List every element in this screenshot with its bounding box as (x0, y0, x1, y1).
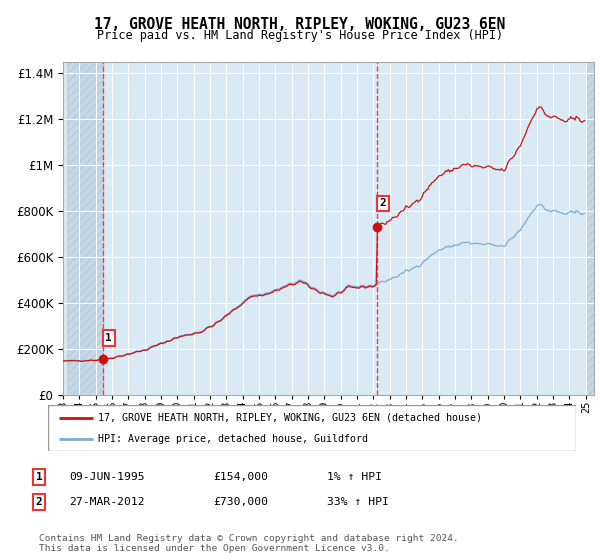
Text: 27-MAR-2012: 27-MAR-2012 (69, 497, 145, 507)
Text: 17, GROVE HEATH NORTH, RIPLEY, WOKING, GU23 6EN (detached house): 17, GROVE HEATH NORTH, RIPLEY, WOKING, G… (98, 413, 482, 423)
Text: 09-JUN-1995: 09-JUN-1995 (69, 472, 145, 482)
Bar (67, 62, 103, 395)
Text: Price paid vs. HM Land Registry's House Price Index (HPI): Price paid vs. HM Land Registry's House … (97, 29, 503, 42)
Text: HPI: Average price, detached house, Guildford: HPI: Average price, detached house, Guil… (98, 435, 368, 444)
Text: Contains HM Land Registry data © Crown copyright and database right 2024.
This d: Contains HM Land Registry data © Crown c… (39, 534, 459, 553)
Text: £154,000: £154,000 (213, 472, 268, 482)
Text: £730,000: £730,000 (213, 497, 268, 507)
Bar (586, 62, 594, 395)
Text: 1: 1 (106, 333, 112, 343)
Text: 17, GROVE HEATH NORTH, RIPLEY, WOKING, GU23 6EN: 17, GROVE HEATH NORTH, RIPLEY, WOKING, G… (94, 17, 506, 32)
Text: 2: 2 (35, 497, 43, 507)
Text: 33% ↑ HPI: 33% ↑ HPI (327, 497, 389, 507)
Text: 1% ↑ HPI: 1% ↑ HPI (327, 472, 382, 482)
Text: 2: 2 (380, 198, 386, 208)
Text: 1: 1 (35, 472, 43, 482)
FancyBboxPatch shape (48, 405, 576, 451)
